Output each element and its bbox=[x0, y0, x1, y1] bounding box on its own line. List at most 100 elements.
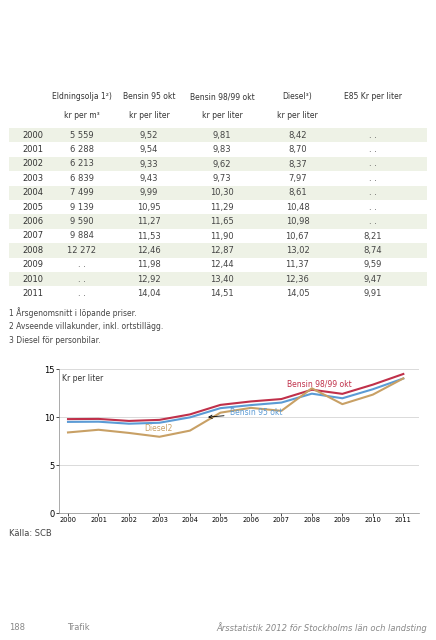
Text: Bensin 95 okt: Bensin 95 okt bbox=[209, 408, 282, 419]
Text: . .: . . bbox=[78, 275, 86, 284]
Text: Bensin 98/99 okt: Bensin 98/99 okt bbox=[287, 379, 352, 388]
Text: 188: 188 bbox=[9, 623, 25, 632]
Text: 9,43: 9,43 bbox=[140, 174, 158, 183]
Bar bbox=[9, 214, 427, 228]
Text: Bensin 98/99 okt: Bensin 98/99 okt bbox=[190, 92, 255, 101]
Text: 10,95: 10,95 bbox=[137, 203, 161, 212]
Text: 11,98: 11,98 bbox=[137, 260, 161, 269]
Text: 7,97: 7,97 bbox=[288, 174, 307, 183]
Text: 2003: 2003 bbox=[22, 174, 43, 183]
Bar bbox=[9, 157, 427, 171]
Text: 10,30: 10,30 bbox=[210, 188, 234, 197]
Text: 9.10   Medelpriser¹) för eldningsolja, bensin och diesel i riket 2000–2011: 9.10 Medelpriser¹) för eldningsolja, ben… bbox=[15, 65, 416, 75]
Text: 9,81: 9,81 bbox=[213, 131, 232, 140]
Text: Kr per liter: Kr per liter bbox=[62, 374, 104, 383]
Text: . .: . . bbox=[369, 174, 377, 183]
Text: 2008: 2008 bbox=[22, 246, 43, 255]
Text: 9,73: 9,73 bbox=[213, 174, 232, 183]
Text: 10,48: 10,48 bbox=[286, 203, 310, 212]
Text: 2005: 2005 bbox=[22, 203, 43, 212]
Bar bbox=[9, 186, 427, 200]
Text: 2004: 2004 bbox=[22, 188, 43, 197]
Text: 6 839: 6 839 bbox=[70, 174, 94, 183]
Text: 9,62: 9,62 bbox=[213, 159, 232, 168]
Text: 1 Årsgenomsnitt i löpande priser.: 1 Årsgenomsnitt i löpande priser. bbox=[9, 307, 136, 318]
Text: 8,42: 8,42 bbox=[288, 131, 307, 140]
Text: 9,47: 9,47 bbox=[364, 275, 382, 284]
Text: 9,33: 9,33 bbox=[140, 159, 158, 168]
Bar bbox=[9, 200, 427, 214]
Text: 9 884: 9 884 bbox=[70, 232, 94, 241]
Text: 12,46: 12,46 bbox=[137, 246, 161, 255]
Text: 6 288: 6 288 bbox=[70, 145, 94, 154]
Text: 13,40: 13,40 bbox=[210, 275, 234, 284]
Text: 9 139: 9 139 bbox=[70, 203, 94, 212]
Text: . .: . . bbox=[369, 203, 377, 212]
Text: 9,91: 9,91 bbox=[364, 289, 382, 298]
Text: 10,67: 10,67 bbox=[286, 232, 310, 241]
Text: 11,27: 11,27 bbox=[137, 217, 161, 226]
Text: 7 499: 7 499 bbox=[70, 188, 94, 197]
Text: 2001: 2001 bbox=[22, 145, 43, 154]
Text: 9 590: 9 590 bbox=[70, 217, 94, 226]
Text: Bensin 95 okt: Bensin 95 okt bbox=[123, 92, 175, 101]
Text: 8,37: 8,37 bbox=[288, 159, 307, 168]
Text: . .: . . bbox=[369, 145, 377, 154]
Text: 12,36: 12,36 bbox=[286, 275, 310, 284]
Bar bbox=[9, 272, 427, 286]
Bar bbox=[9, 286, 427, 301]
Bar bbox=[9, 228, 427, 243]
Text: 13,02: 13,02 bbox=[286, 246, 310, 255]
Text: 5 559: 5 559 bbox=[70, 131, 94, 140]
Text: . .: . . bbox=[369, 131, 377, 140]
Text: Drivmedelspriser 2000–2011: Drivmedelspriser 2000–2011 bbox=[129, 349, 307, 359]
Text: 8,21: 8,21 bbox=[364, 232, 382, 241]
Text: 6 213: 6 213 bbox=[70, 159, 94, 168]
Text: 3 Diesel för personbilar.: 3 Diesel för personbilar. bbox=[9, 336, 100, 345]
Bar bbox=[9, 257, 427, 272]
Text: kr per m³: kr per m³ bbox=[64, 111, 100, 120]
Text: 12,87: 12,87 bbox=[210, 246, 234, 255]
Text: 2002: 2002 bbox=[22, 159, 43, 168]
Text: 2000: 2000 bbox=[22, 131, 43, 140]
Text: Trafik: Trafik bbox=[67, 623, 90, 632]
Text: 12,44: 12,44 bbox=[211, 260, 234, 269]
Text: 14,51: 14,51 bbox=[211, 289, 234, 298]
Text: 12,92: 12,92 bbox=[137, 275, 161, 284]
Text: Diesel³): Diesel³) bbox=[283, 92, 313, 101]
Bar bbox=[9, 128, 427, 142]
Text: 14,05: 14,05 bbox=[286, 289, 309, 298]
Text: 10,98: 10,98 bbox=[286, 217, 310, 226]
Text: 8,61: 8,61 bbox=[288, 188, 307, 197]
Text: 8,70: 8,70 bbox=[288, 145, 307, 154]
Text: 9,59: 9,59 bbox=[364, 260, 382, 269]
Text: 2 Avseende villakunder, inkl. ortstillägg.: 2 Avseende villakunder, inkl. ortstilläg… bbox=[9, 322, 163, 331]
Text: kr per liter: kr per liter bbox=[202, 111, 242, 120]
Bar bbox=[9, 143, 427, 157]
Text: . .: . . bbox=[78, 289, 86, 298]
Text: kr per liter: kr per liter bbox=[129, 111, 169, 120]
Text: Diesel2: Diesel2 bbox=[144, 424, 173, 433]
Text: 11,37: 11,37 bbox=[286, 260, 310, 269]
Bar bbox=[9, 243, 427, 257]
Text: 9,54: 9,54 bbox=[140, 145, 158, 154]
Text: 14,04: 14,04 bbox=[137, 289, 161, 298]
Text: . .: . . bbox=[78, 260, 86, 269]
Text: 2009: 2009 bbox=[22, 260, 43, 269]
Text: kr per liter: kr per liter bbox=[277, 111, 318, 120]
Text: 9,99: 9,99 bbox=[140, 188, 158, 197]
Text: . .: . . bbox=[369, 159, 377, 168]
Text: 2011: 2011 bbox=[22, 289, 43, 298]
Text: 2007: 2007 bbox=[22, 232, 43, 241]
Text: 8,74: 8,74 bbox=[364, 246, 382, 255]
Text: 2010: 2010 bbox=[22, 275, 43, 284]
Bar bbox=[9, 172, 427, 186]
Text: 11,65: 11,65 bbox=[210, 217, 234, 226]
Text: Källa: SCB: Källa: SCB bbox=[9, 529, 51, 538]
Text: 9,52: 9,52 bbox=[140, 131, 158, 140]
Text: . .: . . bbox=[369, 188, 377, 197]
Text: 11,90: 11,90 bbox=[211, 232, 234, 241]
Text: Eldningsolja 1²): Eldningsolja 1²) bbox=[52, 92, 112, 101]
Text: E85 Kr per liter: E85 Kr per liter bbox=[344, 92, 402, 101]
Text: 11,29: 11,29 bbox=[211, 203, 234, 212]
